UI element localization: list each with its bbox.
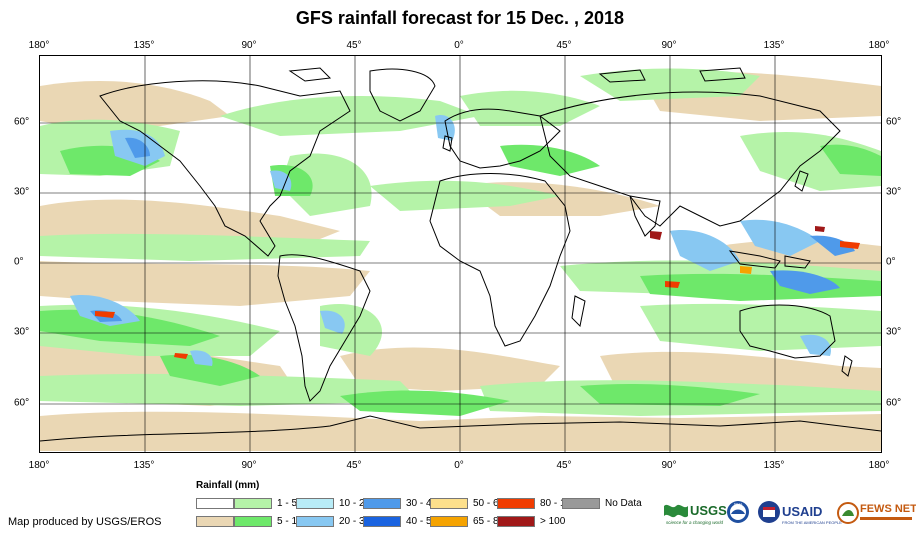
lat-tick-label: 30° [886,186,902,198]
legend-swatch [562,498,600,509]
usgs-text: USGS [690,503,727,518]
legend-item: 50 - 65 [430,498,504,509]
legend-swatch [196,498,234,509]
legend-title: Rainfall (mm) [196,480,260,491]
legend-label: 80 - 100 [540,498,577,509]
legend-item: 65 - 80 [430,516,504,527]
lat-tick-label: 0° [886,256,896,268]
legend-label: 65 - 80 [473,516,505,527]
legend-swatch [296,498,334,509]
lon-tick-label: 180° [868,460,890,471]
rainfall-map [39,55,882,453]
lon-tick-label: 90° [241,40,257,51]
lon-tick-label: 180° [28,40,50,51]
fewsnet-text: FEWS NET [860,503,916,515]
legend-swatch [234,498,272,509]
lon-tick-label: 135° [133,40,155,51]
credit-text: Map produced by USGS/EROS [8,516,162,528]
legend-label: 10 - 20 [339,498,371,509]
legend-item: > 100 [497,516,565,527]
lon-tick-label: 0° [454,40,464,51]
legend-swatch [363,498,401,509]
legend-swatch [234,516,272,527]
legend-item: 80 - 100 [497,498,577,509]
legend-item: 10 - 20 [296,498,370,509]
legend-label: 50 - 65 [473,498,505,509]
legend-label: > 100 [540,516,566,527]
lat-tick-label: 60° [886,397,902,409]
usgs-logo: USGS science for a changing world [664,503,727,525]
usaid-tagline: FROM THE AMERICAN PEOPLE [782,520,842,525]
lat-tick-label: 60° [886,116,902,128]
agency-logos: USGS science for a changing world NOAA U… [662,498,917,528]
legend-item: 20 - 30 [296,516,370,527]
lon-tick-label: 0° [454,460,464,471]
lon-tick-label: 90° [661,460,677,471]
legend-label: 30 - 40 [406,498,438,509]
lat-tick-label: 30° [886,326,902,338]
legend-item: 1 - 5 [234,498,297,509]
lon-tick-label: 45° [556,40,572,51]
legend-item: 40 - 50 [363,516,437,527]
fewsnet-logo: FEWS NET [837,502,917,524]
legend-label: 5 - 10 [277,516,303,527]
legend-item: No Data [562,498,642,509]
lon-tick-label: 90° [661,40,677,51]
legend-label: 20 - 30 [339,516,371,527]
lon-tick-label: 135° [133,460,155,471]
lat-tick-label: 60° [14,116,30,128]
usgs-tagline: science for a changing world [666,520,724,525]
legend-swatch [363,516,401,527]
lon-tick-label: 180° [28,460,50,471]
legend-label: 1 - 5 [277,498,298,509]
lon-tick-label: 45° [346,40,362,51]
legend-item: 5 - 10 [234,516,303,527]
lon-tick-label: 90° [241,460,257,471]
legend-swatch [296,516,334,527]
lon-tick-label: 180° [868,40,890,51]
legend-label: No Data [605,498,642,509]
noaa-logo: NOAA [727,501,749,523]
usaid-logo: USAID FROM THE AMERICAN PEOPLE [758,501,842,525]
legend-swatch [430,498,468,509]
continent-outlines [40,67,881,442]
legend-swatch [196,516,234,527]
legend-swatch [497,516,535,527]
map-title: GFS rainfall forecast for 15 Dec. , 2018 [295,8,625,28]
legend-swatch [430,516,468,527]
legend-swatch [497,498,535,509]
rainfall-50plus-mm-areas [95,226,860,359]
lat-tick-label: 30° [14,186,30,198]
noaa-text: NOAA [734,502,743,506]
lat-tick-label: 30° [14,326,30,338]
lon-tick-label: 45° [556,460,572,471]
usaid-text: USAID [782,504,822,519]
legend-item: 30 - 40 [363,498,437,509]
lat-tick-label: 60° [14,397,30,409]
legend-label: 40 - 50 [406,516,438,527]
lon-tick-label: 45° [346,460,362,471]
lat-tick-label: 0° [14,256,24,268]
lon-tick-label: 135° [763,460,785,471]
graticule [40,56,881,452]
lon-tick-label: 135° [763,40,785,51]
